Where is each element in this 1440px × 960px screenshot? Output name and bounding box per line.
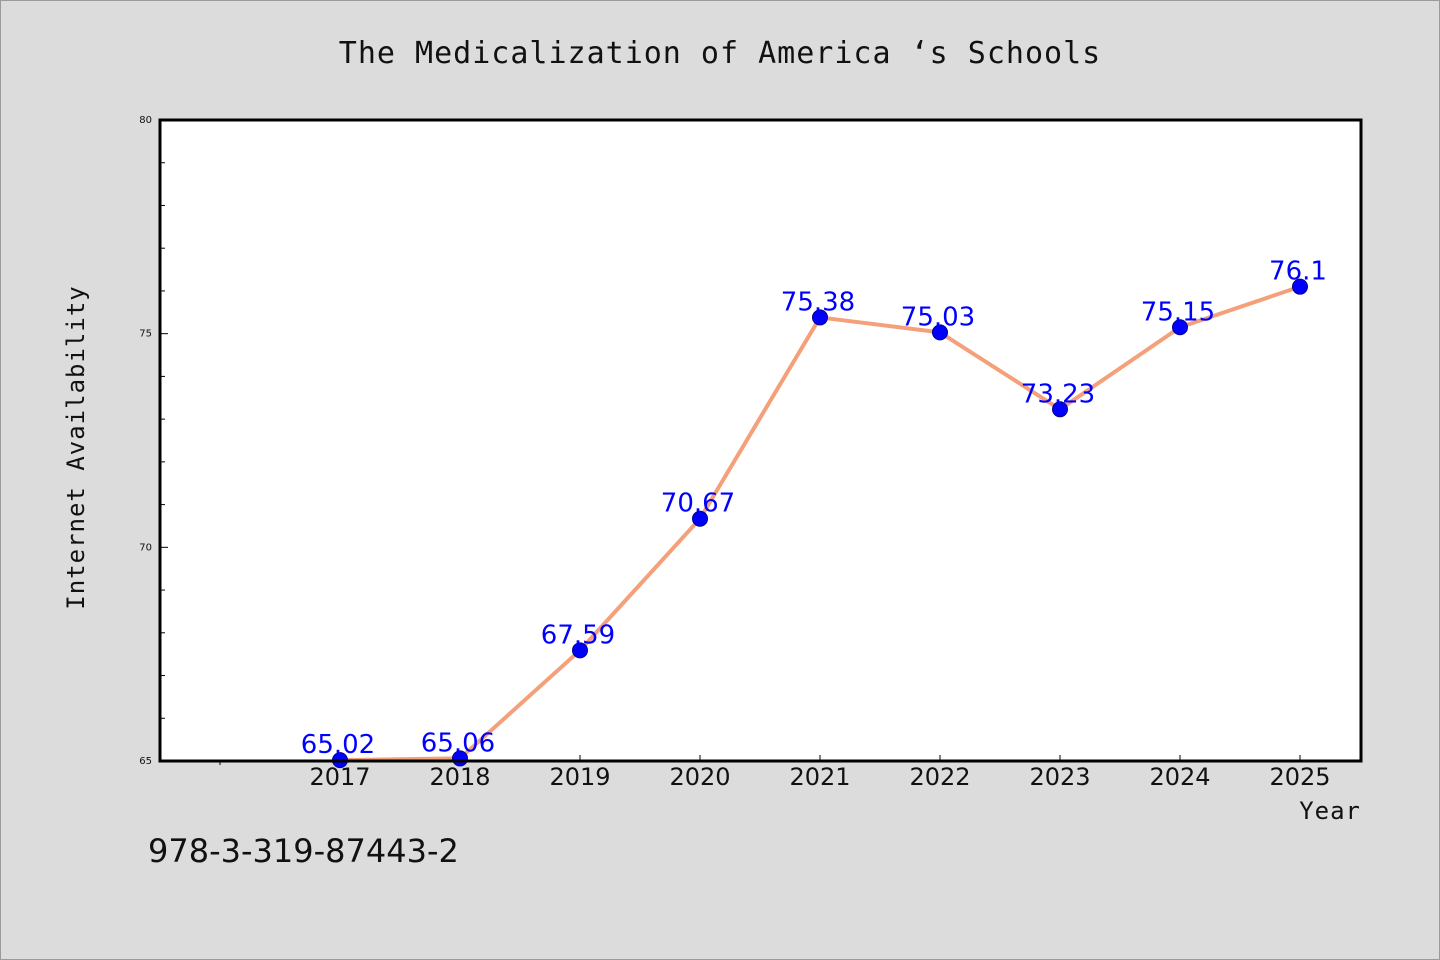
data-point — [572, 642, 588, 659]
x-tick-label: 2019 — [549, 763, 610, 791]
isbn-label: 978-3-319-87443-2 — [148, 832, 459, 870]
data-label: 75.38 — [781, 287, 855, 317]
y-axis-title: Internet Availability — [62, 285, 90, 609]
data-point — [692, 510, 708, 527]
data-label: 73.23 — [1021, 379, 1095, 409]
chart-title: The Medicalization of America ‘s Schools — [338, 36, 1102, 71]
data-point — [1052, 401, 1068, 418]
x-tick-label: 2024 — [1149, 763, 1210, 791]
data-label: 67.59 — [541, 620, 615, 650]
data-point — [932, 324, 948, 341]
y-tick-label: 70 — [139, 542, 152, 553]
data-label: 65.02 — [301, 730, 375, 760]
x-tick-label: 2021 — [789, 763, 850, 791]
data-label: 76.1 — [1269, 257, 1327, 287]
data-label: 70.67 — [661, 489, 735, 519]
data-label: 75.15 — [1141, 297, 1215, 327]
x-tick-label: 2023 — [1029, 763, 1090, 791]
data-point — [1172, 319, 1188, 336]
data-label: 65.06 — [421, 728, 495, 758]
x-tick-label: 2022 — [909, 763, 970, 791]
data-point — [1292, 278, 1308, 295]
plot-area — [160, 120, 1361, 761]
data-point — [812, 309, 828, 326]
x-tick-label: 2018 — [429, 763, 490, 791]
plot-border — [158, 118, 1363, 763]
y-tick-label: 75 — [139, 329, 152, 340]
y-tick-label: 65 — [139, 756, 152, 767]
x-axis-title: Year — [1299, 797, 1361, 825]
x-tick-label: 2025 — [1269, 763, 1330, 791]
y-tick-label: 80 — [139, 115, 152, 126]
x-tick-label: 2020 — [669, 763, 730, 791]
data-label: 75.03 — [901, 302, 975, 332]
